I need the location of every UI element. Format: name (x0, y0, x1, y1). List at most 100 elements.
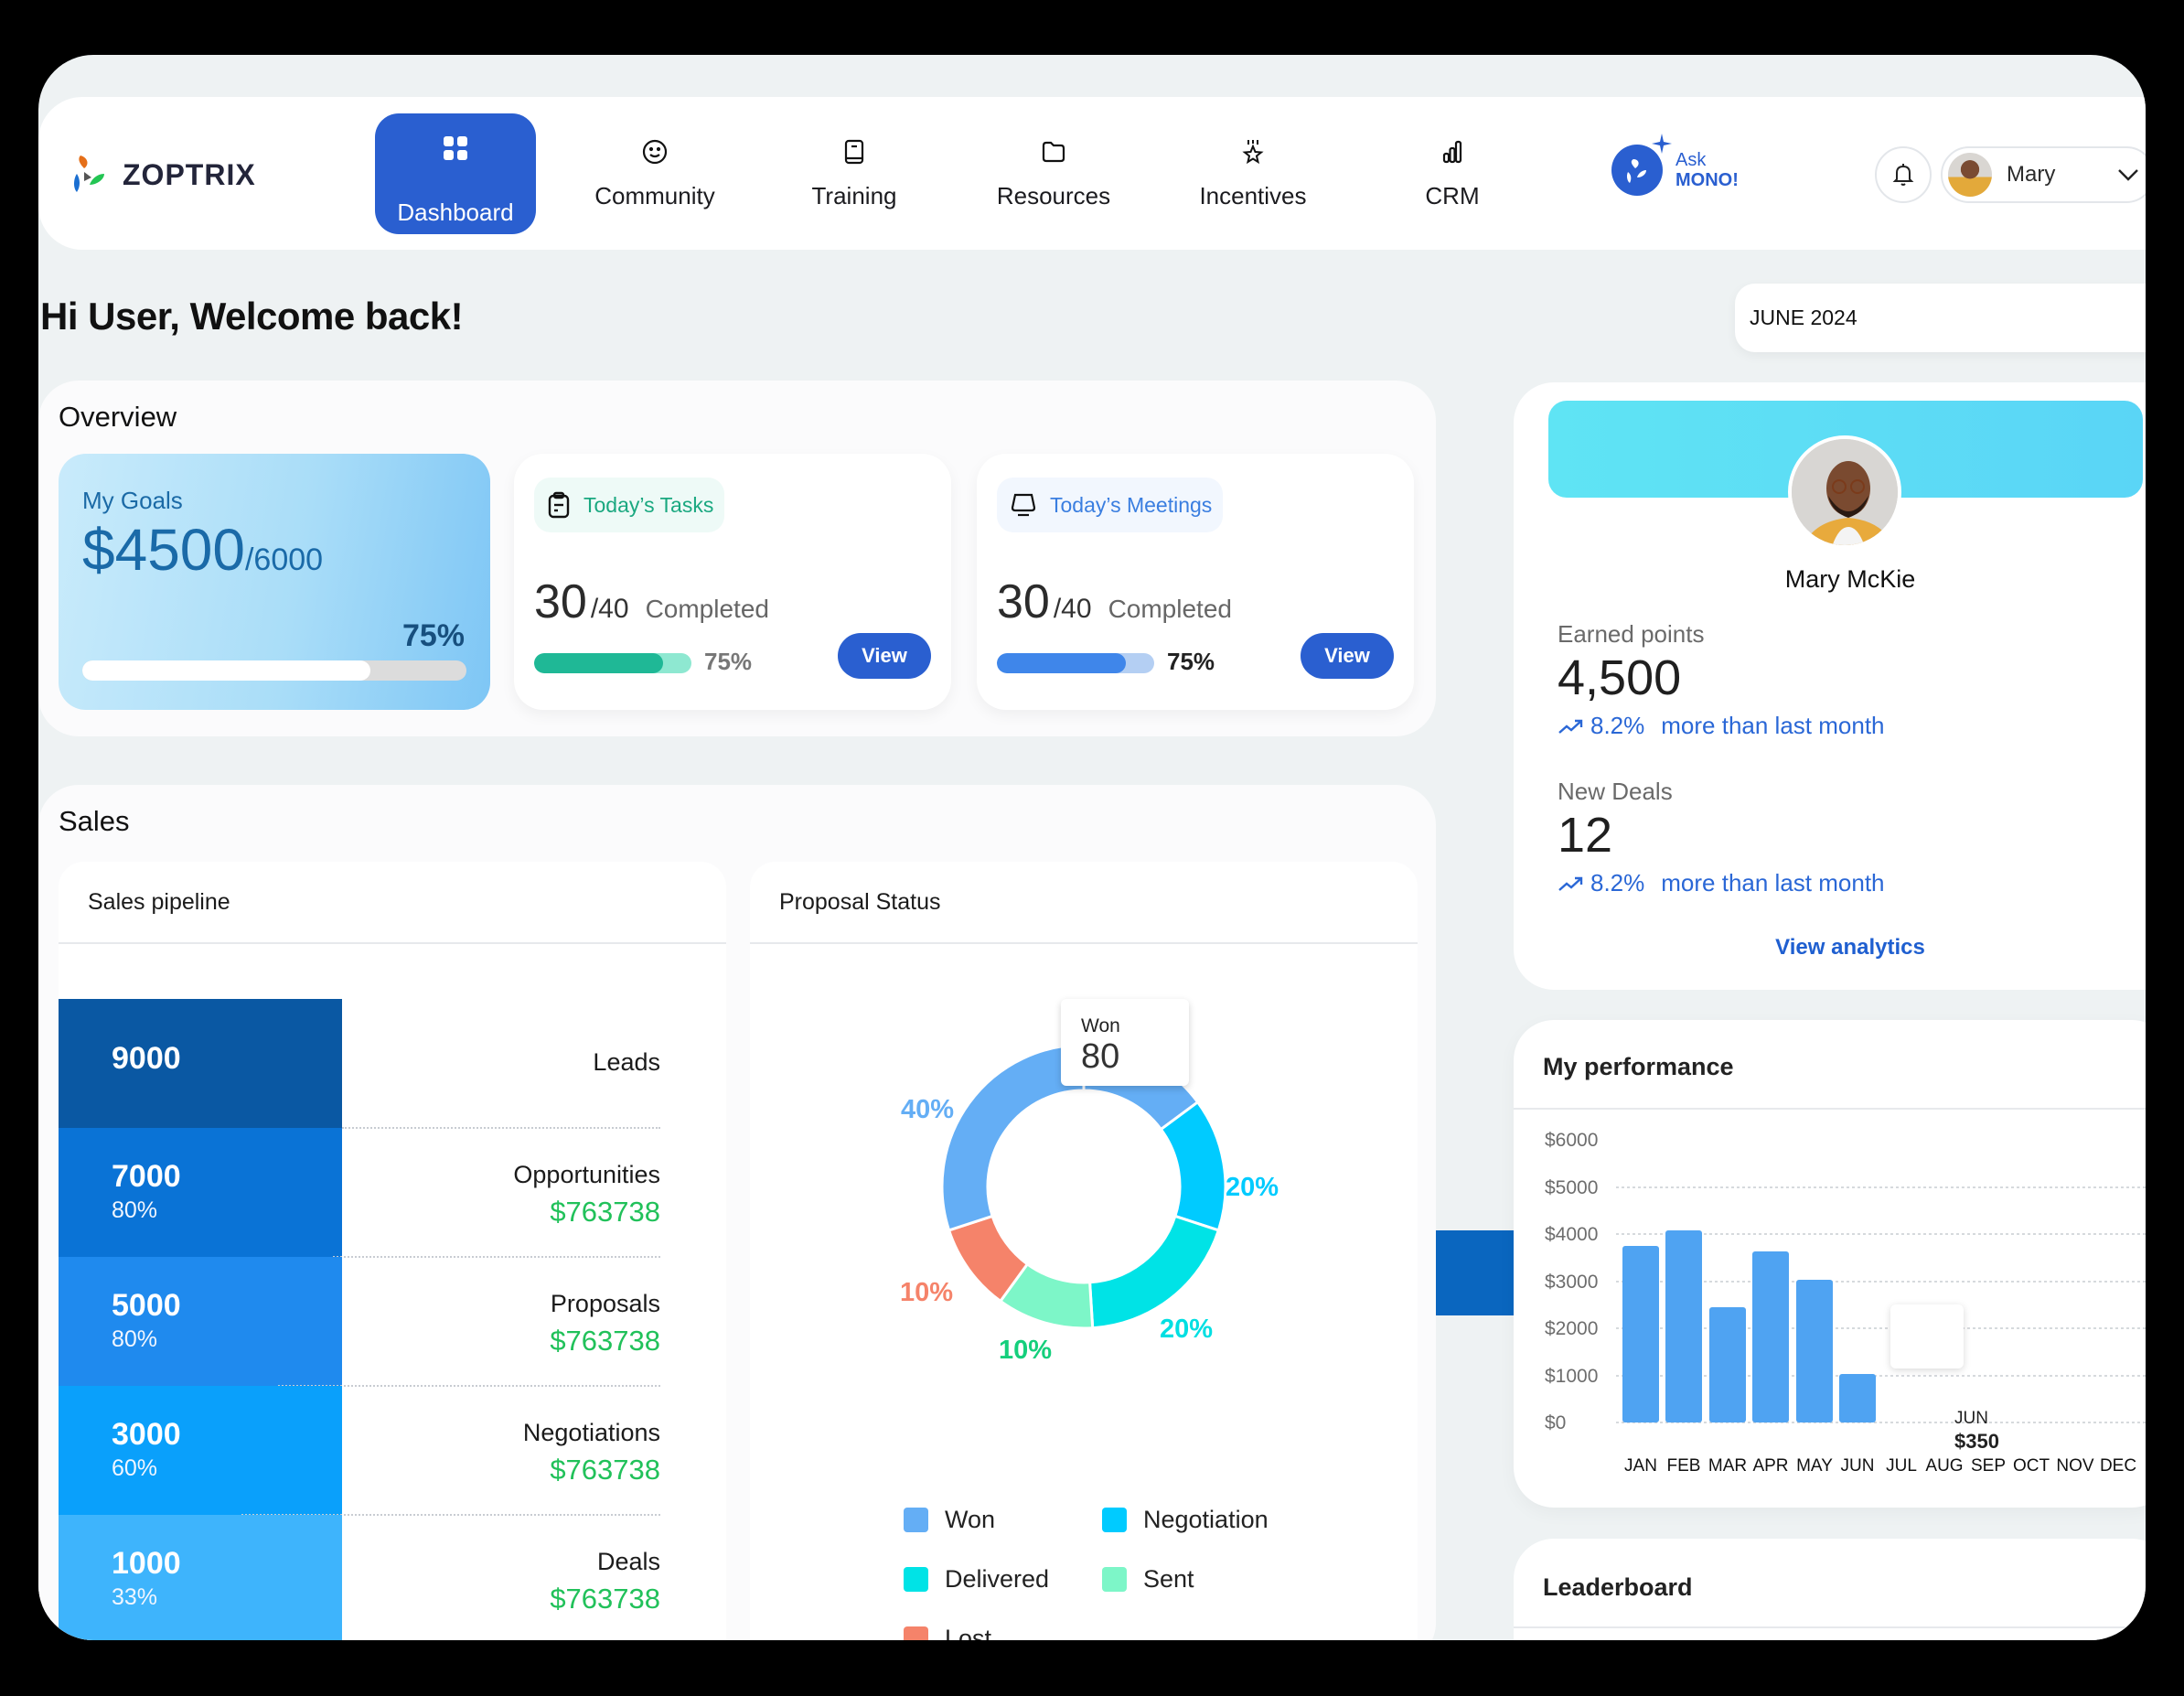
svg-text:OCT: OCT (2013, 1456, 2050, 1476)
nav-resources[interactable]: Resources (973, 113, 1134, 234)
donut-tooltip: Won 80 (1061, 999, 1189, 1086)
svg-text:MAY: MAY (1796, 1456, 1833, 1476)
lost-percent-label: 10% (900, 1278, 954, 1307)
stage-count: 5000 (112, 1288, 181, 1323)
svg-text:APR: APR (1752, 1456, 1788, 1476)
new-deals-label: New Deals (1558, 778, 1673, 805)
earned-points-trend-value: 8.2% (1590, 712, 1645, 739)
nav-label: Community (594, 181, 715, 209)
divider (241, 1514, 660, 1516)
svg-text:NOV: NOV (2056, 1456, 2094, 1476)
stage-percent: 80% (112, 1197, 158, 1223)
tasks-count: 30/40 Completed (534, 574, 769, 629)
earned-points-value: 4,500 (1558, 650, 1682, 705)
performance-tooltip-month: JUN (1954, 1409, 1988, 1428)
legend-won[interactable]: Won (904, 1506, 995, 1534)
goals-amount: $4500/6000 (82, 516, 323, 584)
stage-percent: 60% (112, 1455, 158, 1481)
divider (1514, 1626, 2146, 1628)
profile-avatar (1788, 435, 1901, 549)
tasks-view-button[interactable]: View (838, 633, 931, 679)
pipeline-stage[interactable]: 9000 Leads (59, 999, 697, 1129)
bell-icon (1892, 164, 1914, 186)
brand-logo[interactable]: ZOPTRIX (70, 154, 256, 196)
nav-training[interactable]: Training (774, 113, 935, 234)
view-analytics-link[interactable]: View analytics (1775, 935, 1925, 960)
legend-lost[interactable]: Lost (904, 1625, 991, 1640)
divider (1514, 1108, 2146, 1110)
negotiation-percent-label: 20% (1226, 1173, 1279, 1202)
stage-label: Negotiations (522, 1419, 660, 1446)
stage-percent: 80% (112, 1326, 158, 1352)
svg-text:$3000: $3000 (1545, 1272, 1598, 1293)
new-deals-trend-value: 8.2% (1590, 869, 1645, 896)
svg-text:$4000: $4000 (1545, 1224, 1598, 1245)
pipeline-bar: 7000 80% (59, 1128, 342, 1257)
tasks-pill: Today’s Tasks (534, 478, 725, 532)
grid-icon (444, 136, 467, 160)
earned-points-label: Earned points (1558, 620, 1705, 648)
trend-up-icon (1558, 719, 1583, 734)
notifications-button[interactable] (1875, 146, 1932, 203)
nav-community[interactable]: Community (574, 113, 735, 234)
legend-sent[interactable]: Sent (1102, 1565, 1194, 1594)
stage-count: 9000 (112, 1041, 181, 1076)
meetings-total: /40 (1053, 594, 1092, 624)
book-icon (844, 139, 864, 164)
app-window: ZOPTRIX Dashboard Community Training Res… (38, 55, 2146, 1640)
nav-label: Incentives (1199, 181, 1307, 209)
tooltip-value: 80 (1081, 1037, 1120, 1076)
legend-label: Delivered (945, 1565, 1050, 1593)
goals-target: /6000 (244, 542, 324, 577)
leaderboard-title: Leaderboard (1543, 1573, 1693, 1601)
tooltip-label: Won (1081, 1015, 1120, 1036)
pipeline-bar: 5000 80% (59, 1257, 342, 1386)
legend-delivered[interactable]: Delivered (904, 1565, 1049, 1594)
pipeline-stage[interactable]: 1000 33% Deals $763738 (59, 1515, 697, 1640)
delivered-percent-label: 20% (1160, 1315, 1214, 1344)
legend-swatch (904, 1567, 928, 1592)
svg-text:$0: $0 (1545, 1412, 1566, 1433)
goals-progress-fill (82, 660, 370, 681)
performance-title: My performance (1543, 1053, 1734, 1080)
ask-mono-line2: MONO! (1675, 170, 1739, 190)
ask-mono-button[interactable]: Ask MONO! (1611, 134, 1739, 196)
tasks-progress-fill (534, 653, 664, 673)
nav-incentives[interactable]: Incentives (1172, 113, 1333, 234)
stage-amount: $763738 (550, 1325, 660, 1357)
tasks-done: 30 (534, 575, 587, 628)
month-select[interactable]: JUNE 2024 (1735, 284, 2146, 352)
pipeline-stage[interactable]: 7000 80% Opportunities $763738 (59, 1128, 697, 1258)
divider (342, 1127, 660, 1129)
my-goals-card: My Goals $4500/6000 75% (59, 454, 490, 710)
meetings-view-button[interactable]: View (1301, 633, 1394, 679)
svg-text:FEB: FEB (1667, 1456, 1701, 1476)
stage-label: Proposals (550, 1290, 660, 1317)
legend-swatch (904, 1626, 928, 1640)
pipeline-bar: 3000 60% (59, 1386, 342, 1515)
pipeline-stage[interactable]: 3000 60% Negotiations $763738 (59, 1386, 697, 1516)
legend-swatch (1102, 1508, 1127, 1532)
month-select-value: JUNE 2024 (1750, 306, 1857, 329)
tasks-percent: 75% (704, 648, 753, 675)
nav-label: Resources (996, 181, 1111, 209)
meetings-progress-bar (997, 653, 1154, 673)
pipeline-stage[interactable]: 5000 80% Proposals $763738 (59, 1257, 697, 1387)
decorative-strip (1436, 1230, 1514, 1315)
meetings-count: 30/40 Completed (997, 574, 1232, 629)
svg-text:$6000: $6000 (1545, 1130, 1598, 1151)
nav-dashboard[interactable]: Dashboard (375, 113, 536, 234)
clipboard-icon (548, 491, 570, 519)
sales-title: Sales (59, 805, 130, 837)
profile-name: Mary McKie (1784, 565, 1916, 593)
nav-label: Training (811, 181, 897, 209)
meetings-percent: 75% (1167, 648, 1215, 675)
user-menu[interactable]: Mary (1941, 146, 2146, 203)
stage-label: Deals (596, 1548, 660, 1575)
tasks-progress-bar (534, 653, 691, 673)
brand-name: ZOPTRIX (123, 157, 256, 191)
nav-crm[interactable]: CRM (1372, 113, 1533, 234)
legend-negotiation[interactable]: Negotiation (1102, 1506, 1269, 1534)
earned-points-trend-text: more than last month (1661, 712, 1885, 739)
sent-percent-label: 10% (999, 1336, 1053, 1365)
